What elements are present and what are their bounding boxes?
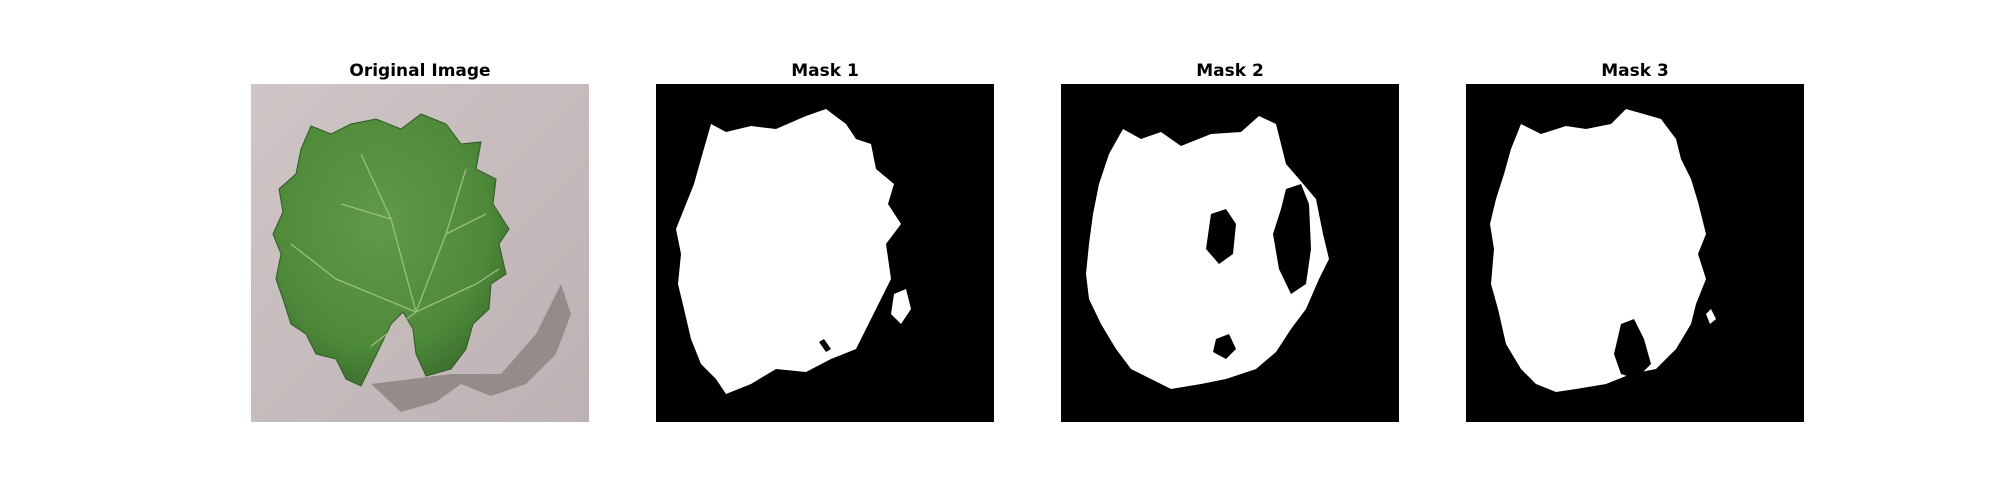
leaf-veins (290, 153, 500, 347)
mask-hole (1614, 319, 1651, 379)
mask-hole (1213, 334, 1236, 359)
mask-hole (1273, 184, 1311, 294)
mask-foreground (1490, 109, 1706, 392)
mask-foreground (676, 109, 901, 394)
leaf-photo (251, 84, 589, 422)
mask-2-image (1061, 84, 1399, 422)
mask-foreground (1086, 116, 1329, 389)
mask-fragment (891, 289, 911, 324)
mask-3-image (1466, 84, 1804, 422)
leaf-shadow (371, 284, 571, 412)
mask-hole (1206, 209, 1236, 264)
mask-1-image (656, 84, 994, 422)
panel-title: Mask 1 (791, 61, 859, 81)
panel-title: Original Image (349, 61, 491, 81)
panel-title: Mask 2 (1196, 61, 1264, 81)
mask-fragment (1706, 309, 1716, 324)
mask-hole (819, 339, 831, 352)
leaf (272, 113, 510, 387)
panel-title: Mask 3 (1601, 61, 1669, 81)
